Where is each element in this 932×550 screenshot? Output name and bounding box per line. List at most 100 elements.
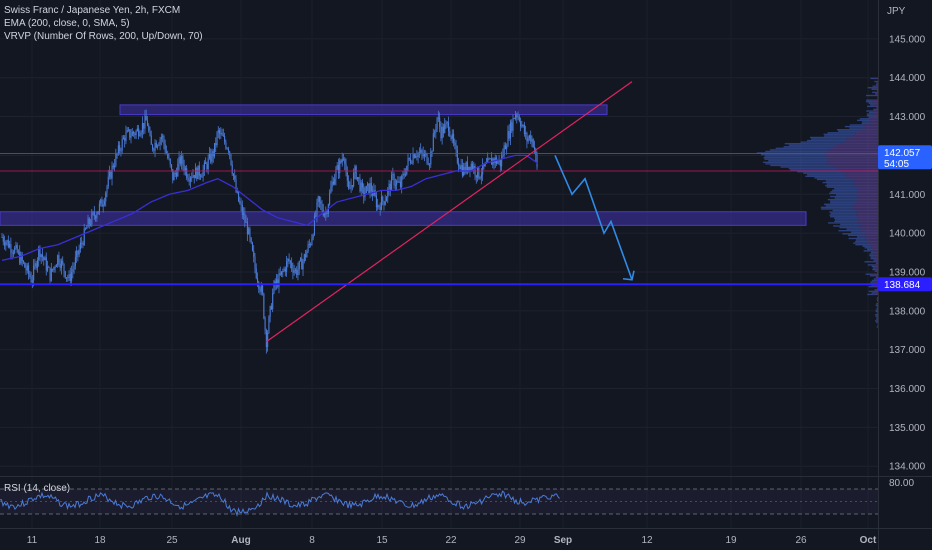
candle-body bbox=[416, 156, 417, 157]
candle-body bbox=[51, 269, 52, 281]
candle-body bbox=[299, 261, 300, 269]
candle-body bbox=[327, 213, 328, 214]
candle-body bbox=[249, 228, 250, 237]
volume-bar-down bbox=[873, 115, 878, 116]
candle-body bbox=[319, 196, 320, 201]
candle-body bbox=[413, 154, 414, 163]
volume-bar-down bbox=[868, 239, 878, 240]
candle-body bbox=[525, 133, 526, 134]
volume-bar-up bbox=[866, 274, 873, 275]
volume-bar-down bbox=[874, 275, 878, 276]
price-tick-label: 143.000 bbox=[889, 112, 926, 123]
volume-bar-down bbox=[869, 236, 878, 237]
candle-body bbox=[29, 274, 30, 277]
candle-body bbox=[521, 125, 522, 126]
candle-body bbox=[391, 175, 392, 190]
candle-body bbox=[445, 123, 446, 125]
volume-bar-down bbox=[866, 232, 878, 233]
volume-bar-down bbox=[877, 315, 878, 316]
candle-body bbox=[516, 115, 517, 118]
candle-body bbox=[277, 279, 278, 286]
candle-body bbox=[409, 158, 410, 159]
candle-body bbox=[437, 118, 438, 129]
candle-body bbox=[192, 175, 193, 177]
volume-bar-down bbox=[872, 274, 878, 275]
candle-body bbox=[395, 185, 396, 186]
volume-bar-down bbox=[875, 256, 878, 257]
candle-body bbox=[270, 306, 271, 317]
volume-bar-down bbox=[868, 244, 878, 245]
volume-bar-up bbox=[869, 253, 874, 254]
volume-bar-down bbox=[855, 183, 878, 184]
candle-body bbox=[165, 144, 166, 152]
rsi-legend[interactable]: RSI (14, close) bbox=[4, 483, 70, 494]
candle-body bbox=[282, 271, 283, 272]
candle-body bbox=[295, 270, 296, 271]
volume-bar-up bbox=[866, 95, 873, 96]
volume-bar-up bbox=[770, 165, 829, 166]
volume-bar-down bbox=[826, 157, 878, 158]
volume-bar-down bbox=[858, 221, 878, 222]
candle-body bbox=[292, 268, 293, 273]
candle-body bbox=[174, 173, 175, 180]
candle-body bbox=[144, 116, 145, 129]
candle-body bbox=[426, 154, 427, 164]
volume-bar-up bbox=[785, 143, 836, 144]
candle-body bbox=[104, 201, 105, 204]
volume-bar-down bbox=[870, 118, 878, 119]
candle-body bbox=[442, 127, 443, 139]
candle-body bbox=[471, 164, 472, 170]
volume-bar-up bbox=[876, 319, 877, 320]
volume-bar-up bbox=[768, 160, 828, 161]
volume-bar-down bbox=[857, 190, 878, 191]
candle-body bbox=[242, 205, 243, 215]
candle-body bbox=[71, 272, 72, 281]
candle-body bbox=[434, 132, 435, 133]
volume-bar-up bbox=[877, 90, 878, 91]
volume-bar-up bbox=[855, 244, 867, 245]
candle-body bbox=[405, 174, 406, 175]
volume-bar-up bbox=[867, 113, 873, 114]
volume-bar-up bbox=[876, 107, 877, 108]
symbol-title[interactable]: Swiss Franc / Japanese Yen, 2h, FXCM bbox=[4, 4, 203, 17]
volume-bar-up bbox=[868, 87, 874, 88]
volume-bar-up bbox=[801, 141, 844, 142]
candle-body bbox=[105, 193, 106, 202]
candle-body bbox=[410, 159, 411, 163]
candle-body bbox=[534, 147, 535, 149]
candle-body bbox=[80, 243, 81, 249]
candle-body bbox=[289, 259, 290, 261]
candle-body bbox=[85, 228, 86, 229]
candle-body bbox=[529, 135, 530, 138]
volume-bar-up bbox=[761, 154, 825, 155]
candle-body bbox=[266, 330, 267, 347]
candle-body bbox=[390, 184, 391, 190]
volume-bar-down bbox=[849, 177, 878, 178]
volume-bar-up bbox=[828, 132, 856, 133]
candle-body bbox=[400, 182, 401, 187]
ema-legend[interactable]: EMA (200, close, 0, SMA, 5) bbox=[4, 17, 203, 30]
candle-body bbox=[84, 228, 85, 244]
volume-bar-up bbox=[869, 103, 874, 104]
candle-body bbox=[46, 257, 47, 270]
volume-bar-down bbox=[877, 82, 878, 83]
candle-body bbox=[218, 130, 219, 132]
candle-body bbox=[228, 149, 229, 152]
volume-bar-up bbox=[869, 112, 874, 113]
price-tick-label: 141.000 bbox=[889, 190, 926, 201]
candle-body bbox=[142, 123, 143, 132]
candle-body bbox=[315, 216, 316, 217]
candle-body bbox=[3, 237, 4, 242]
candle-body bbox=[94, 212, 95, 216]
volume-bar-up bbox=[876, 317, 877, 318]
candle-body bbox=[402, 174, 403, 176]
vrvp-legend[interactable]: VRVP (Number Of Rows, 200, Up/Down, 70) bbox=[4, 30, 203, 43]
candle-body bbox=[447, 122, 448, 123]
candle-body bbox=[310, 244, 311, 245]
candle-body bbox=[198, 165, 199, 179]
time-tick-label: 26 bbox=[795, 535, 807, 546]
candle-body bbox=[304, 254, 305, 261]
volume-bar-down bbox=[858, 210, 878, 211]
